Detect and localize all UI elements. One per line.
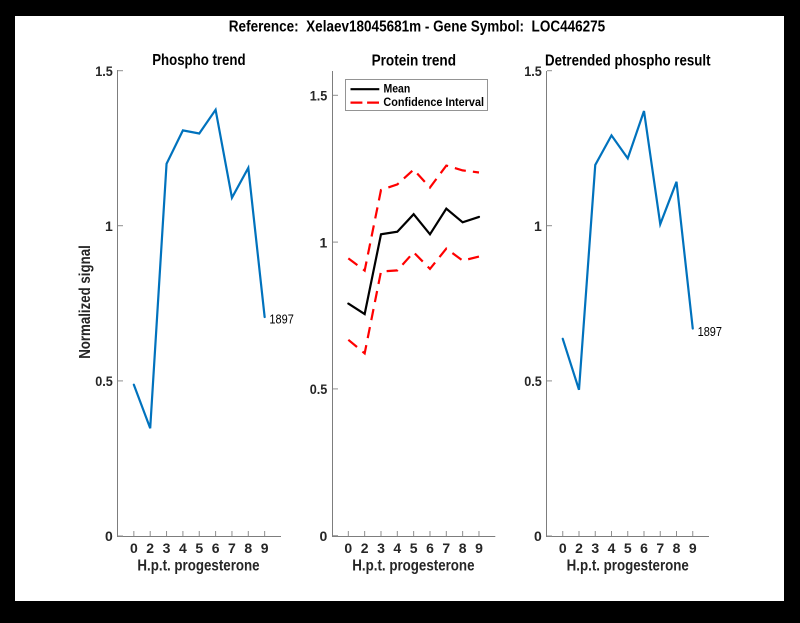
svg-text:5: 5 — [624, 540, 632, 556]
svg-text:1.5: 1.5 — [310, 88, 328, 104]
svg-text:4: 4 — [179, 540, 187, 556]
svg-text:1: 1 — [534, 218, 542, 234]
svg-text:1897: 1897 — [269, 312, 293, 327]
svg-text:4: 4 — [393, 540, 401, 556]
svg-text:0: 0 — [130, 540, 138, 556]
svg-text:0: 0 — [344, 540, 352, 556]
svg-text:1897: 1897 — [698, 324, 722, 339]
svg-text:8: 8 — [459, 540, 467, 556]
svg-text:Confidence Interval: Confidence Interval — [383, 95, 484, 109]
svg-text:H.p.t. progesterone: H.p.t. progesterone — [137, 558, 260, 575]
svg-text:H.p.t. progesterone: H.p.t. progesterone — [567, 558, 690, 575]
svg-text:5: 5 — [410, 540, 418, 556]
svg-text:1.5: 1.5 — [524, 63, 542, 79]
svg-text:3: 3 — [591, 540, 599, 556]
svg-text:9: 9 — [689, 540, 697, 556]
svg-text:1: 1 — [320, 234, 328, 250]
svg-text:2: 2 — [575, 540, 583, 556]
svg-text:Reference: Xelaev18045681m -: Reference: Xelaev18045681m - Gene Symbol… — [229, 19, 606, 36]
svg-text:2: 2 — [361, 540, 369, 556]
svg-text:1: 1 — [105, 218, 113, 234]
svg-text:0.5: 0.5 — [524, 373, 542, 389]
svg-text:4: 4 — [608, 540, 616, 556]
svg-text:6: 6 — [426, 540, 434, 556]
svg-text:0: 0 — [320, 528, 328, 544]
svg-text:1.5: 1.5 — [95, 63, 113, 79]
svg-text:2: 2 — [146, 540, 154, 556]
svg-text:Protein trend: Protein trend — [372, 52, 456, 69]
svg-text:0.5: 0.5 — [310, 381, 328, 397]
svg-text:0.5: 0.5 — [95, 373, 113, 389]
svg-text:5: 5 — [195, 540, 203, 556]
svg-text:H.p.t. progesterone: H.p.t. progesterone — [352, 558, 475, 575]
svg-text:Normalized signal: Normalized signal — [77, 245, 94, 359]
svg-text:9: 9 — [261, 540, 269, 556]
svg-text:6: 6 — [212, 540, 220, 556]
svg-text:6: 6 — [640, 540, 648, 556]
svg-text:0: 0 — [559, 540, 567, 556]
svg-text:7: 7 — [656, 540, 664, 556]
svg-text:Mean: Mean — [384, 82, 411, 96]
svg-text:3: 3 — [163, 540, 171, 556]
svg-text:8: 8 — [673, 540, 681, 556]
svg-text:9: 9 — [475, 540, 483, 556]
svg-text:7: 7 — [442, 540, 450, 556]
svg-text:0: 0 — [105, 528, 113, 544]
svg-text:7: 7 — [228, 540, 236, 556]
svg-text:0: 0 — [534, 528, 542, 544]
svg-text:3: 3 — [377, 540, 385, 556]
svg-text:8: 8 — [244, 540, 252, 556]
svg-text:Detrended phospho result: Detrended phospho result — [545, 53, 711, 70]
svg-text:Phospho trend: Phospho trend — [152, 52, 245, 69]
